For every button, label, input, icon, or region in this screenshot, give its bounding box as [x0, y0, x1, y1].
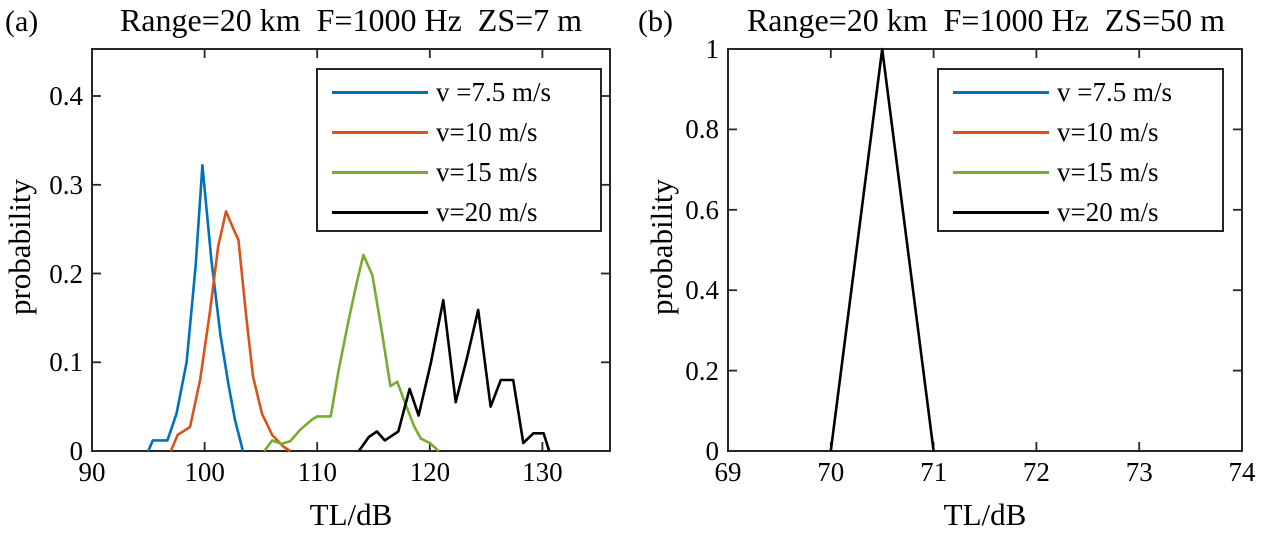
legend-line-sample [332, 90, 428, 94]
legend-item: v=15 m/s [318, 152, 600, 192]
legend-line-sample [332, 170, 428, 174]
legend-label: v=20 m/s [436, 196, 538, 227]
y-tick-label: 1 [705, 34, 720, 64]
legend-label: v =7.5 m/s [436, 76, 551, 107]
plot-svg-b [727, 47, 1243, 452]
panel-label-a: (a) [5, 5, 39, 38]
x-axis-label-b: TL/dB [943, 497, 1027, 532]
series-curve-a-1 [169, 210, 291, 453]
legend-label: v=15 m/s [436, 156, 538, 187]
legend-item: v=10 m/s [318, 112, 600, 152]
y-tick-label: 0.8 [685, 114, 719, 145]
legend-line-sample [953, 210, 1049, 214]
axes-box-b [727, 48, 1243, 452]
legend-item: v =7.5 m/s [939, 72, 1222, 112]
x-tick-label: 69 [714, 457, 742, 487]
series-curve-a-0 [147, 164, 245, 452]
legend-label: v=10 m/s [436, 116, 538, 147]
chart-title-b: Range=20 km F=1000 Hz ZS=50 m [746, 2, 1226, 38]
legend-label: v=20 m/s [1057, 196, 1159, 227]
y-tick-label: 0.1 [49, 347, 83, 378]
x-tick-label: 74 [1228, 457, 1256, 487]
x-tick-label: 120 [409, 457, 451, 487]
legend-item: v=15 m/s [939, 152, 1222, 192]
series-curve-a-2 [263, 253, 440, 452]
legend-label: v =7.5 m/s [1057, 76, 1172, 107]
legend-a: v =7.5 m/s v=10 m/s v=15 m/s v=20 m/s [316, 68, 602, 232]
legend-line-sample [953, 170, 1049, 174]
legend-line-sample [953, 130, 1049, 134]
legend-item: v=10 m/s [939, 112, 1222, 152]
axes-box-a [91, 48, 611, 452]
y-tick-label: 0 [705, 436, 720, 466]
plot-svg-a [91, 48, 611, 453]
legend-line-sample [953, 90, 1049, 94]
legend-line-sample [332, 210, 428, 214]
legend-line-sample [332, 130, 428, 134]
legend-item: v=20 m/s [318, 192, 600, 232]
panel-label-b: (b) [638, 5, 673, 38]
y-axis-label-a: probability [2, 178, 37, 316]
series-curve-a-3 [357, 298, 551, 452]
legend-b: v =7.5 m/s v=10 m/s v=15 m/s v=20 m/s [937, 68, 1224, 232]
x-tick-label: 100 [184, 457, 225, 487]
x-tick-label: 73 [1125, 457, 1153, 487]
series-curve-b-0 [829, 47, 935, 452]
x-tick-label: 130 [522, 457, 563, 487]
y-tick-label: 0.2 [49, 258, 83, 289]
x-tick-label: 70 [817, 457, 845, 487]
legend-label: v=10 m/s [1057, 116, 1159, 147]
x-tick-label: 71 [920, 457, 948, 487]
x-tick-label: 72 [1022, 457, 1050, 487]
y-tick-label: 0.2 [685, 355, 719, 386]
legend-item: v =7.5 m/s [318, 72, 600, 112]
legend-item: v=20 m/s [939, 192, 1222, 232]
y-tick-label: 0.6 [685, 194, 719, 225]
y-tick-label: 0.3 [49, 169, 83, 200]
legend-label: v=15 m/s [1057, 156, 1159, 187]
x-tick-label: 90 [78, 457, 106, 487]
y-tick-label: 0.4 [685, 275, 719, 306]
x-axis-label-a: TL/dB [309, 497, 393, 532]
chart-title-a: Range=20 km F=1000 Hz ZS=7 m [119, 2, 583, 38]
y-tick-label: 0.4 [49, 81, 83, 112]
y-tick-label: 0 [69, 436, 84, 466]
x-tick-label: 110 [297, 457, 337, 487]
